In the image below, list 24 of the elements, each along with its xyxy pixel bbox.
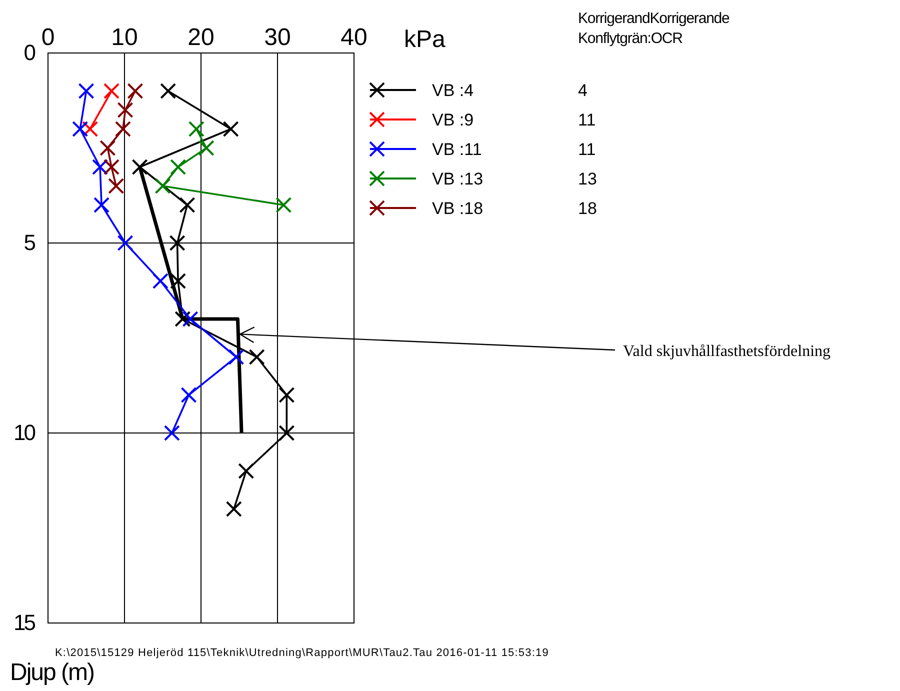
x-tick-label: 40 (340, 24, 368, 51)
text: K:\2015\15129 Heljeröd 115\Teknik\Utredning\Rapport\MUR\Tau2.Tau 2016-01-11 15:53:19 (55, 647, 549, 659)
x-tick-label: 20 (188, 24, 214, 51)
annotation: Vald skjuvhållfasthetsfördelning (623, 343, 831, 360)
legend-label: VB :18 (432, 199, 484, 218)
y-axis-title: Djup (m) (10, 659, 94, 686)
x-tick-label: 30 (264, 24, 291, 51)
text: 13 (578, 170, 597, 188)
text: Konflytgrän:OCR (578, 30, 684, 47)
x-tick-label: 0 (41, 24, 55, 51)
y-tick-label: 10 (14, 420, 36, 446)
text: KorrigerandKorrigerande (578, 10, 730, 27)
y-tick-label: 5 (24, 230, 36, 256)
legend-label: VB :11 (432, 140, 482, 159)
legend-label: VB :9 (432, 110, 474, 130)
legend-label: VB :13 (432, 170, 484, 188)
text: 11 (578, 140, 596, 159)
x-axis-title: kPa (404, 26, 446, 53)
text: 4 (578, 81, 588, 100)
text: 18 (578, 199, 597, 218)
y-tick-label: 15 (14, 610, 36, 636)
x-tick-label: 10 (111, 24, 138, 51)
text: 11 (578, 110, 596, 130)
legend-label: VB :4 (432, 81, 474, 100)
